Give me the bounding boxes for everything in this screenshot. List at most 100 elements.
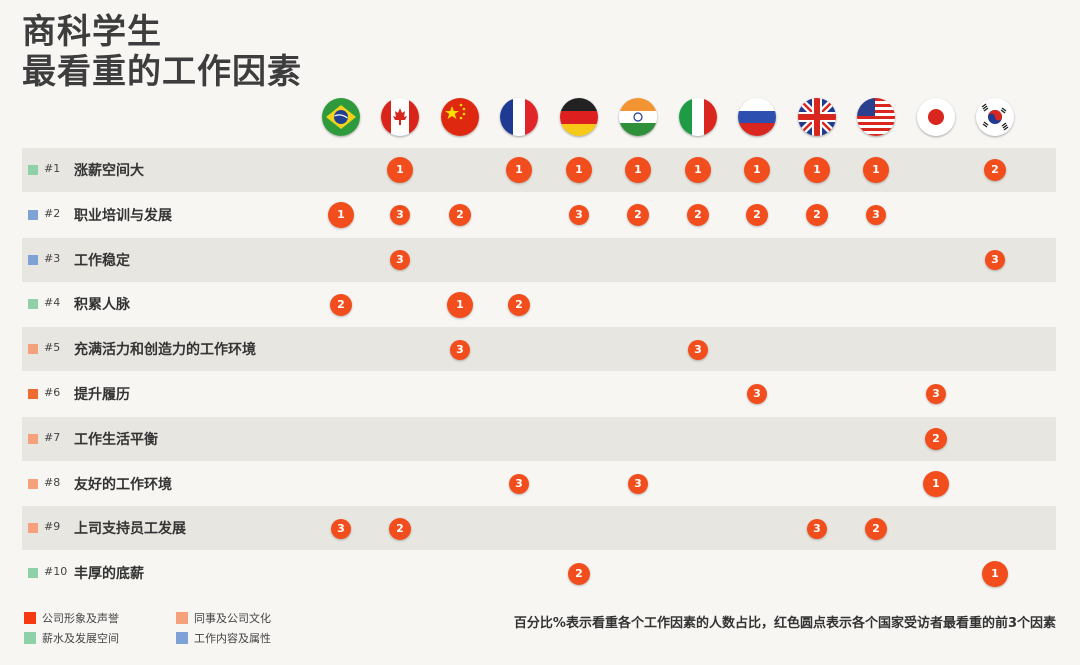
rank-dot: 2 (687, 204, 709, 227)
rank-dot: 1 (923, 470, 949, 497)
rank-dot: 3 (450, 339, 470, 360)
legend-swatch (24, 612, 36, 624)
category-swatch (28, 433, 38, 444)
factor-rank: #8 (44, 475, 61, 489)
legend-item: 同事及公司文化 (176, 610, 271, 626)
legend-label: 公司形象及声誉 (42, 612, 119, 625)
factor-row: #5 充满活力和创造力的工作环境 3 3 (22, 327, 1056, 372)
rank-dot: 3 (807, 518, 827, 539)
rank-dot: 2 (865, 517, 887, 540)
italy-flag-icon (679, 98, 717, 136)
factor-rank: #5 (44, 341, 61, 355)
rank-dot: 1 (685, 157, 711, 184)
legend-swatch (24, 632, 36, 644)
factor-label: 工作生活平衡 (74, 431, 158, 448)
category-swatch (28, 254, 38, 265)
korea-flag-icon (976, 98, 1014, 136)
factor-rank: #3 (44, 251, 61, 265)
category-swatch (28, 299, 38, 310)
factor-row: #3 工作稳定 3 3 (22, 237, 1056, 282)
category-swatch (28, 389, 38, 399)
factor-label: 涨薪空间大 (74, 163, 144, 179)
factor-label: 丰厚的底薪 (74, 566, 144, 583)
rank-dot: 2 (568, 562, 590, 585)
factor-row: #9 上司支持员工发展 3 2 3 2 (22, 506, 1056, 551)
legend-item: 公司形象及声誉 (24, 610, 119, 626)
factor-row: #10 丰厚的底薪 2 1 (22, 551, 1056, 595)
rank-dot: 1 (863, 157, 889, 184)
factor-label: 提升履历 (74, 387, 130, 403)
rank-dot: 3 (688, 339, 708, 360)
legend-label: 同事及公司文化 (194, 612, 271, 625)
factor-row: #1 涨薪空间大 1 1 1 1 1 1 1 1 2 (22, 148, 1056, 192)
factor-label: 上司支持员工发展 (74, 521, 186, 538)
rank-dot: 3 (390, 205, 410, 226)
factor-rank: #9 (44, 520, 61, 534)
legend-item: 薪水及发展空间 (24, 630, 119, 646)
factor-label: 职业培训与发展 (74, 207, 172, 224)
title-line-2: 最看重的工作因素 (22, 52, 302, 92)
factor-row: #2 职业培训与发展 1 3 2 3 2 2 2 2 3 (22, 193, 1056, 237)
factor-row: #8 友好的工作环境 3 3 1 (22, 462, 1056, 506)
rank-dot: 3 (569, 205, 589, 226)
rank-dot: 3 (747, 384, 767, 405)
rank-dot: 2 (627, 204, 649, 227)
uk-flag-icon (798, 98, 836, 136)
japan-flag-icon (917, 98, 955, 136)
legend-swatch (176, 632, 188, 644)
factor-row: #4 积累人脉 2 1 2 (22, 282, 1056, 326)
category-swatch (28, 209, 38, 220)
brazil-flag-icon (322, 98, 360, 136)
factor-rank: #2 (44, 206, 61, 220)
factor-label: 充满活力和创造力的工作环境 (74, 342, 256, 359)
category-swatch (28, 568, 38, 579)
rank-dot: 3 (926, 384, 946, 405)
category-swatch (28, 344, 38, 355)
factor-label: 友好的工作环境 (74, 476, 172, 493)
rank-dot: 1 (982, 560, 1008, 587)
factor-row: #7 工作生活平衡 2 (22, 416, 1056, 461)
country-flags-row (0, 98, 1080, 142)
rank-dot: 2 (330, 293, 352, 316)
factor-rank: #6 (44, 386, 61, 399)
rank-dot: 3 (985, 249, 1005, 270)
rank-dot: 2 (508, 293, 530, 316)
canada-flag-icon (381, 98, 419, 136)
legend: 公司形象及声誉 同事及公司文化薪水及发展空间 工作内容及属性 (24, 610, 404, 650)
rank-dot: 1 (506, 157, 532, 184)
rank-dot: 1 (804, 157, 830, 184)
footnote: 百分比%表示看重各个工作因素的人数占比，红色圆点表示各个国家受访者最看重的前3个… (513, 616, 1056, 631)
rank-dot: 1 (387, 157, 413, 184)
rank-dot: 1 (447, 291, 473, 318)
rank-dot: 3 (509, 473, 529, 494)
india-flag-icon (619, 98, 657, 136)
title-line-1: 商科学生 (22, 12, 162, 52)
factor-rank: #1 (44, 162, 61, 175)
china-flag-icon (441, 98, 479, 136)
rank-dot: 2 (984, 159, 1006, 182)
rank-dot: 1 (328, 202, 354, 229)
category-swatch (28, 523, 38, 534)
rank-dot: 2 (389, 517, 411, 540)
rank-dot: 2 (925, 428, 947, 451)
legend-label: 工作内容及属性 (194, 632, 271, 645)
factor-row: #6 提升履历 3 3 (22, 372, 1056, 416)
rank-dot: 2 (746, 204, 768, 227)
factor-label: 工作稳定 (74, 252, 130, 269)
france-flag-icon (500, 98, 538, 136)
russia-flag-icon (738, 98, 776, 136)
legend-swatch (176, 612, 188, 624)
rank-dot: 1 (566, 157, 592, 184)
factor-rank: #7 (44, 430, 61, 444)
factor-label: 积累人脉 (74, 297, 130, 314)
rank-dot: 1 (625, 157, 651, 184)
usa-flag-icon (857, 98, 895, 136)
factor-rank: #10 (44, 565, 68, 579)
legend-label: 薪水及发展空间 (42, 632, 119, 645)
chart-title: 商科学生 最看重的工作因素 (22, 12, 302, 92)
rank-dot: 1 (744, 157, 770, 184)
rank-dot: 3 (866, 205, 886, 226)
rank-dot: 3 (390, 249, 410, 270)
rank-dot: 2 (449, 204, 471, 227)
rank-dot: 2 (806, 204, 828, 227)
